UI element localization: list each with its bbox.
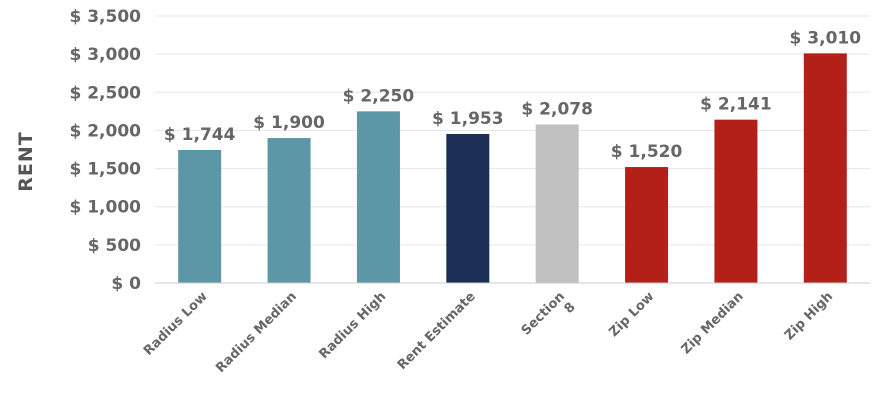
category-label-text: Rent Estimate (395, 289, 479, 373)
bar (535, 124, 579, 283)
category-label-line: Section (519, 289, 568, 338)
bar (267, 138, 311, 283)
category-label-text: Zip Median (679, 289, 747, 357)
bar (714, 119, 758, 283)
bar (625, 167, 669, 283)
category-label: Zip Median (679, 289, 747, 357)
bar (803, 53, 847, 283)
data-label: $ 2,078 (521, 99, 593, 119)
category-label-line: Zip Low (607, 289, 658, 340)
category-label-line: 8 (562, 300, 579, 317)
y-tick-label: $ 3,000 (69, 45, 141, 65)
category-label-text: Radius Median (213, 289, 300, 376)
category-label-line: Radius Low (141, 289, 211, 359)
category-label-line: Radius High (316, 289, 389, 362)
x-axis-categories: Radius Low Radius Median Radius High Rent E… (141, 289, 836, 376)
data-label: $ 1,953 (432, 109, 504, 129)
data-label: $ 1,900 (253, 113, 325, 133)
data-label: $ 3,010 (790, 28, 862, 48)
y-axis-title: RENT (15, 131, 37, 191)
y-tick-label: $ 1,000 (69, 198, 141, 218)
category-label-line: Radius Median (213, 289, 300, 376)
data-label: $ 2,141 (700, 95, 772, 115)
bar (178, 149, 222, 283)
y-axis-ticks: $ 0 $ 500 $ 1,000 $ 1,500 $ 2,000 $ 2,500 $ 3,… (69, 7, 141, 294)
y-tick-label: $ 1,500 (69, 160, 141, 180)
y-tick-label: $ 2,000 (69, 121, 141, 141)
data-label: $ 1,744 (164, 125, 236, 145)
category-label: Radius Median (213, 289, 300, 376)
category-label-line: Zip Median (679, 289, 747, 357)
category-label-text: Zip Low (607, 289, 658, 340)
category-label-text: Section8 (519, 289, 579, 349)
bars (178, 53, 847, 283)
category-label: Rent Estimate (395, 289, 479, 373)
category-label-line: Zip High (782, 289, 836, 343)
y-tick-label: $ 500 (88, 236, 141, 256)
data-label: $ 1,520 (611, 142, 683, 162)
data-labels: $ 1,744 $ 1,900 $ 2,250 $ 1,953 $ 2,078 $ 1,5… (164, 28, 861, 162)
y-tick-label: $ 3,500 (69, 7, 141, 27)
category-label: Section8 (519, 289, 579, 349)
category-label-text: Radius High (316, 289, 389, 362)
y-tick-label: $ 2,500 (69, 83, 141, 103)
y-tick-label: $ 0 (111, 274, 141, 294)
category-label-text: Radius Low (141, 289, 211, 359)
data-label: $ 2,250 (343, 86, 415, 106)
bar (356, 111, 400, 283)
category-label-text: Zip High (782, 289, 836, 343)
category-label: Zip Low (607, 289, 658, 340)
category-label: Zip High (782, 289, 836, 343)
category-label: Radius High (316, 289, 389, 362)
category-label-line: Rent Estimate (395, 289, 479, 373)
bar (446, 134, 490, 283)
category-label: Radius Low (141, 289, 211, 359)
